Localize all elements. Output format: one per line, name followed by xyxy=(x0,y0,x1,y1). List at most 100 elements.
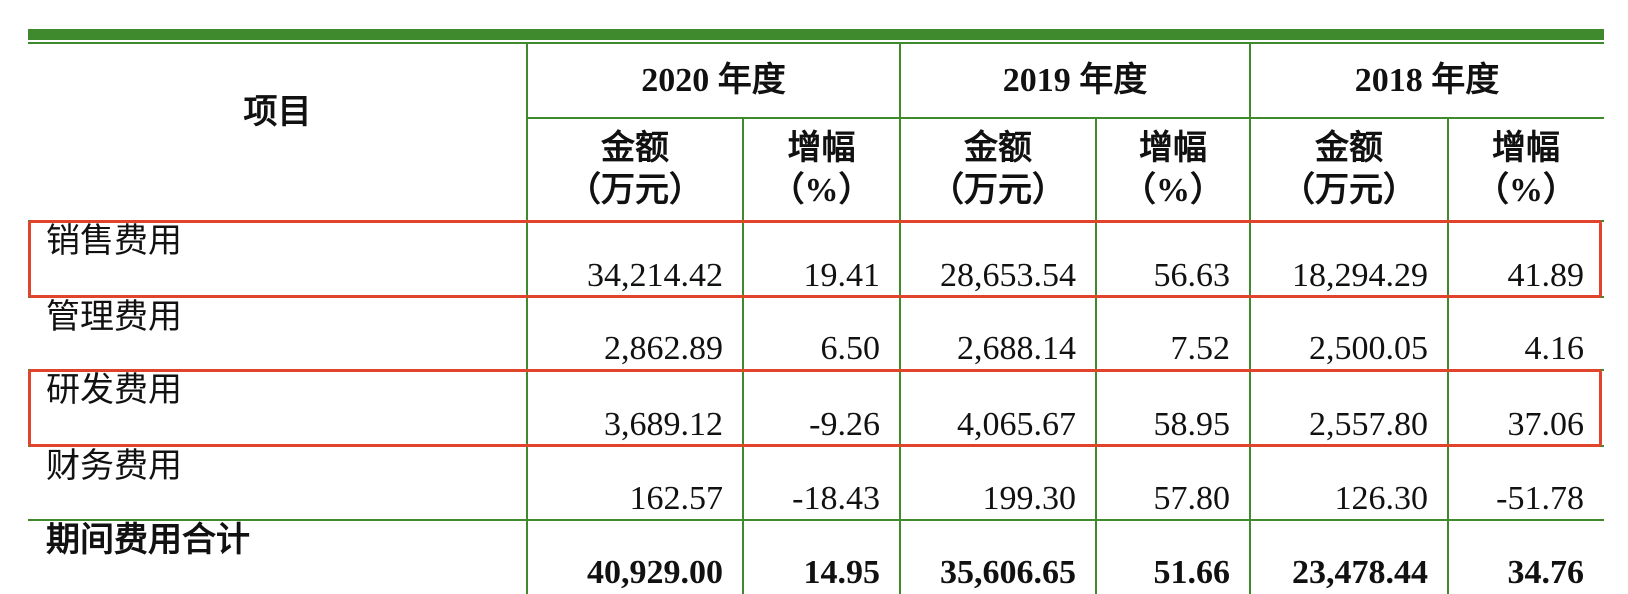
text: 57.80 xyxy=(1153,480,1231,517)
value-cell: 51.66 xyxy=(1096,520,1250,594)
sub-header: 增幅 （%） xyxy=(1096,118,1250,221)
value-cell: 41.89 xyxy=(1448,221,1604,297)
grid-line xyxy=(742,118,744,594)
value-cell: 4.16 xyxy=(1448,297,1604,370)
value-cell: 162.57 xyxy=(527,446,743,520)
value-cell: 2,862.89 xyxy=(527,297,743,370)
text: 2,557.80 xyxy=(1309,406,1428,443)
value-cell: 57.80 xyxy=(1096,446,1250,520)
text: （万元） xyxy=(1281,171,1417,209)
row-label: 管理费用 xyxy=(28,297,527,370)
text: 4.16 xyxy=(1524,330,1585,367)
text: 34.76 xyxy=(1507,554,1585,591)
row-label: 期间费用合计 xyxy=(28,520,527,594)
grid-line xyxy=(1095,118,1097,594)
text: 14.95 xyxy=(803,554,881,591)
text: 销售费用 xyxy=(46,223,182,260)
text: 2,688.14 xyxy=(957,330,1076,367)
grid-line xyxy=(526,44,528,594)
value-cell: -18.43 xyxy=(743,446,900,520)
value-cell: 6.50 xyxy=(743,297,900,370)
text: （万元） xyxy=(567,171,703,209)
green-rule xyxy=(28,29,1604,40)
text: -51.78 xyxy=(1496,480,1584,517)
text: 2,500.05 xyxy=(1309,330,1428,367)
value-cell: 23,478.44 xyxy=(1250,520,1448,594)
text: 增幅 xyxy=(787,129,856,167)
text: 2019 年度 xyxy=(1002,62,1148,99)
text: 28,653.54 xyxy=(940,257,1076,294)
year-header: 2018 年度 xyxy=(1250,44,1604,118)
value-cell: 28,653.54 xyxy=(900,221,1096,297)
text: 项目 xyxy=(243,93,312,131)
grid-line xyxy=(28,519,1604,521)
text: 162.57 xyxy=(629,480,724,517)
text: 金额 xyxy=(601,129,669,167)
text: -18.43 xyxy=(792,480,880,517)
value-cell: -51.78 xyxy=(1448,446,1604,520)
value-cell: 4,065.67 xyxy=(900,370,1096,446)
value-cell: 56.63 xyxy=(1096,221,1250,297)
text: 金额 xyxy=(964,129,1032,167)
value-cell: 126.30 xyxy=(1250,446,1448,520)
grid-line xyxy=(28,445,1604,447)
text: 研发费用 xyxy=(46,372,182,409)
value-cell: 34.76 xyxy=(1448,520,1604,594)
text: 管理费用 xyxy=(46,299,182,336)
text: 增幅 xyxy=(1139,129,1207,167)
text: （%） xyxy=(770,171,873,209)
value-cell: 2,557.80 xyxy=(1250,370,1448,446)
grid-line xyxy=(1249,44,1251,594)
text: 126.30 xyxy=(1334,480,1429,517)
text: （%） xyxy=(1122,171,1224,209)
text: 40,929.00 xyxy=(587,554,723,591)
text: 23,478.44 xyxy=(1292,554,1428,591)
value-cell: 7.52 xyxy=(1096,297,1250,370)
text: 金额 xyxy=(1315,129,1383,167)
row-label: 研发费用 xyxy=(28,370,527,446)
sub-header: 金额 （万元） xyxy=(900,118,1096,221)
text: 6.50 xyxy=(820,330,881,367)
text: 35,606.65 xyxy=(940,554,1076,591)
value-cell: 199.30 xyxy=(900,446,1096,520)
value-cell: 2,500.05 xyxy=(1250,297,1448,370)
text: 2018 年度 xyxy=(1354,62,1500,99)
row-label: 销售费用 xyxy=(28,221,527,297)
text: 34,214.42 xyxy=(587,257,723,294)
text: 增幅 xyxy=(1492,129,1560,167)
text: 期间费用合计 xyxy=(46,522,250,559)
value-cell: 35,606.65 xyxy=(900,520,1096,594)
sub-header: 增幅 （%） xyxy=(1448,118,1604,221)
sub-header: 金额 （万元） xyxy=(1250,118,1448,221)
text: （%） xyxy=(1475,171,1577,209)
text: 2,862.89 xyxy=(604,330,723,367)
value-cell: 40,929.00 xyxy=(527,520,743,594)
text: 58.95 xyxy=(1153,406,1231,443)
green-rule xyxy=(28,42,1604,44)
text: 199.30 xyxy=(982,480,1077,517)
grid-line xyxy=(527,117,1604,119)
year-header: 2019 年度 xyxy=(900,44,1250,118)
value-cell: 34,214.42 xyxy=(527,221,743,297)
value-cell: 19.41 xyxy=(743,221,900,297)
grid-line xyxy=(1447,118,1449,594)
value-cell: 14.95 xyxy=(743,520,900,594)
text: -9.26 xyxy=(809,406,880,443)
text: 41.89 xyxy=(1507,257,1585,294)
grid-line xyxy=(899,44,901,594)
grid-line xyxy=(28,220,1604,222)
sub-header: 金额 （万元） xyxy=(527,118,743,221)
sub-header: 增幅 （%） xyxy=(743,118,900,221)
value-cell: 18,294.29 xyxy=(1250,221,1448,297)
text: 56.63 xyxy=(1153,257,1231,294)
value-cell: 58.95 xyxy=(1096,370,1250,446)
grid-line xyxy=(28,296,1604,298)
row-label: 财务费用 xyxy=(28,446,527,520)
text: 2020 年度 xyxy=(641,62,786,99)
text: 4,065.67 xyxy=(957,406,1076,443)
text: 3,689.12 xyxy=(604,406,723,443)
text: 7.52 xyxy=(1170,330,1231,367)
year-header: 2020 年度 xyxy=(527,44,900,118)
text: 19.41 xyxy=(803,257,881,294)
